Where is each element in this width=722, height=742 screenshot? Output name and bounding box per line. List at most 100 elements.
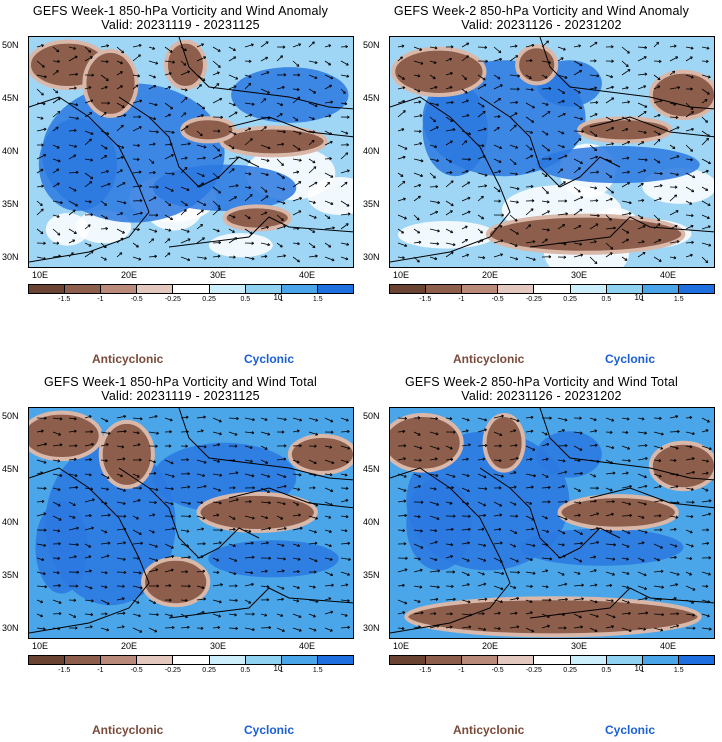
wind-arrow [429, 570, 440, 573]
wind-arrow-head [281, 142, 285, 146]
colorbar-label: -0.25 [525, 296, 542, 303]
wind-arrow [276, 543, 285, 547]
wind-arrow [605, 513, 614, 517]
wind-arrow-head [152, 46, 156, 50]
wind-arrow-head [169, 142, 173, 146]
lon-tick-label: 10E [393, 270, 410, 280]
wind-arrow [589, 584, 598, 587]
wind-arrow [212, 98, 223, 104]
wind-arrow-head [689, 56, 693, 60]
wind-arrow [429, 242, 439, 245]
wind-arrow-head [402, 99, 406, 103]
wind-arrow [324, 74, 334, 79]
wind-arrow-head [689, 415, 693, 420]
wind-arrow [244, 542, 254, 545]
wind-arrow [589, 130, 598, 137]
wind-arrow [36, 60, 45, 68]
wind-arrow-head [434, 540, 438, 544]
wind-arrow-head [56, 145, 60, 149]
wind-arrow-head [59, 417, 63, 421]
wind-arrow [68, 116, 79, 119]
wind-arrow-head [328, 114, 332, 118]
wind-arrow-head [219, 154, 222, 157]
colorbar-segment [498, 656, 535, 664]
colorbar-segment [570, 285, 607, 293]
wind-arrow-head [40, 600, 44, 604]
wind-arrow [637, 111, 647, 118]
wind-arrow [164, 417, 173, 421]
wind-arrow [429, 458, 438, 461]
wind-arrow-head [657, 223, 661, 226]
wind-arrow [525, 208, 534, 216]
colorbar-label: 1 [279, 296, 284, 303]
wind-arrow [445, 86, 453, 90]
wind-arrow [228, 214, 236, 219]
wind-arrow-head [346, 203, 350, 207]
wind-arrow [276, 627, 285, 632]
wind-arrow-head [580, 532, 583, 536]
wind-arrow [653, 139, 661, 146]
wind-arrow-head [153, 471, 157, 475]
wind-arrow [557, 555, 566, 559]
wind-arrow-head [139, 184, 143, 188]
wind-arrow [653, 598, 662, 601]
wind-arrow-head [282, 201, 286, 205]
wind-arrow-head [707, 225, 711, 229]
anticyclonic-region [557, 494, 679, 531]
wind-arrow [68, 501, 76, 506]
colorbar-segment [65, 656, 102, 664]
wind-arrow-head [249, 500, 252, 504]
wind-arrow [669, 528, 677, 531]
wind-arrow-head [708, 556, 711, 560]
wind-arrow-head [516, 596, 520, 601]
wind-arrow [148, 255, 157, 258]
wind-arrow-head [549, 557, 553, 561]
wind-arrow-head [450, 140, 453, 144]
wind-arrow [493, 557, 503, 563]
wind-arrow-head [121, 597, 125, 601]
wind-arrow-head [281, 163, 284, 166]
wind-arrow [637, 585, 647, 590]
wind-arrow-head [529, 501, 533, 505]
wind-arrow-head [528, 76, 532, 79]
colorbar-label: -0.25 [164, 296, 181, 303]
wind-arrow-head [73, 231, 77, 234]
colorbar-segment [209, 656, 246, 664]
wind-arrow-head [544, 174, 548, 177]
wind-arrow-head [404, 568, 408, 572]
wind-arrow-head [183, 62, 187, 66]
vorticity-map [28, 36, 354, 268]
wind-arrow [36, 627, 46, 630]
wind-arrow-head [106, 628, 110, 632]
wind-arrow-head [610, 246, 614, 250]
wind-arrow-head [249, 194, 253, 197]
wind-arrow [461, 225, 468, 230]
wind-arrow [605, 599, 614, 602]
wind-arrow-head [613, 543, 617, 547]
colorbar-label: 0.25 [202, 296, 216, 303]
wind-arrow-head [41, 184, 44, 188]
lat-tick-label: 45N [2, 464, 19, 474]
wind-arrow [260, 515, 268, 519]
wind-arrow-head [248, 529, 252, 533]
wind-arrow-head [75, 203, 79, 207]
wind-arrow-head [482, 110, 486, 114]
wind-arrow [132, 585, 143, 589]
wind-arrow-head [562, 224, 566, 228]
wind-arrow-head [641, 541, 645, 545]
wind-arrow-head [188, 555, 191, 559]
wind-arrow-head [625, 471, 629, 475]
wind-arrow [573, 196, 584, 202]
legend-anticyclonic: Anticyclonic [453, 723, 525, 737]
wind-arrow [573, 88, 581, 94]
coastline [589, 116, 714, 138]
wind-arrow [605, 242, 614, 250]
wind-arrow-head [644, 586, 648, 591]
wind-arrow [525, 473, 536, 477]
wind-arrow [36, 500, 45, 503]
wind-arrow [180, 88, 188, 91]
wind-arrow-head [580, 625, 583, 629]
wind-arrow [397, 198, 406, 202]
wind-arrow-head [466, 114, 470, 118]
wind-arrow [445, 200, 454, 207]
